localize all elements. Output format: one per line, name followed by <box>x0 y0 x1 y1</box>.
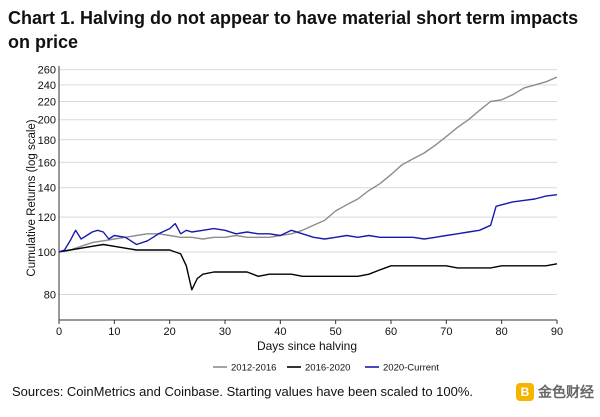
watermark-logo-icon: B <box>516 383 534 401</box>
x-tick-label: 0 <box>56 326 62 338</box>
series-line-2020-current <box>58 194 558 253</box>
legend-label: 2016-2020 <box>305 363 350 374</box>
x-tick-label: 20 <box>164 326 176 338</box>
y-tick-label: 240 <box>38 80 56 92</box>
x-tick-label: 30 <box>219 326 231 338</box>
axes <box>58 66 558 324</box>
x-tick-label: 40 <box>274 326 286 338</box>
legend-label: 2020-Current <box>383 363 439 374</box>
x-tick-label: 70 <box>440 326 452 338</box>
y-tick-label: 160 <box>38 157 56 169</box>
y-tick-label: 200 <box>38 115 56 127</box>
x-tick-label: 60 <box>385 326 397 338</box>
watermark: B 金色财经 <box>516 382 594 402</box>
y-tick-label: 80 <box>44 290 56 302</box>
source-note: Sources: CoinMetrics and Coinbase. Start… <box>12 384 474 399</box>
x-axis-label: Days since halving <box>257 339 357 353</box>
x-tick-label: 50 <box>330 326 342 338</box>
tick-labels: 80 100 120 140 160 180 200 220 240 260 0 10 20 30 40 50… <box>38 65 563 338</box>
series-lines <box>58 76 558 291</box>
x-tick-label: 90 <box>551 326 563 338</box>
legend-label: 2012-2016 <box>231 363 276 374</box>
legend: 2012-2016 2016-2020 2020-Current <box>213 363 439 374</box>
y-tick-label: 260 <box>38 65 56 77</box>
series-line-2012-2016 <box>58 76 558 253</box>
y-axis-label: Cumulative Returns (log scale) <box>26 119 38 276</box>
y-tick-label: 100 <box>38 247 56 259</box>
y-tick-label: 140 <box>38 183 56 195</box>
y-tick-label: 220 <box>38 97 56 109</box>
series-line-2016-2020 <box>58 243 558 291</box>
watermark-text: 金色财经 <box>538 384 594 400</box>
x-tick-label: 10 <box>108 326 120 338</box>
y-tick-label: 180 <box>38 135 56 147</box>
y-tick-label: 120 <box>38 212 56 224</box>
chart-title: Chart 1. Halving do not appear to have m… <box>8 8 579 52</box>
grid-lines <box>59 69 557 296</box>
x-tick-label: 80 <box>496 326 508 338</box>
